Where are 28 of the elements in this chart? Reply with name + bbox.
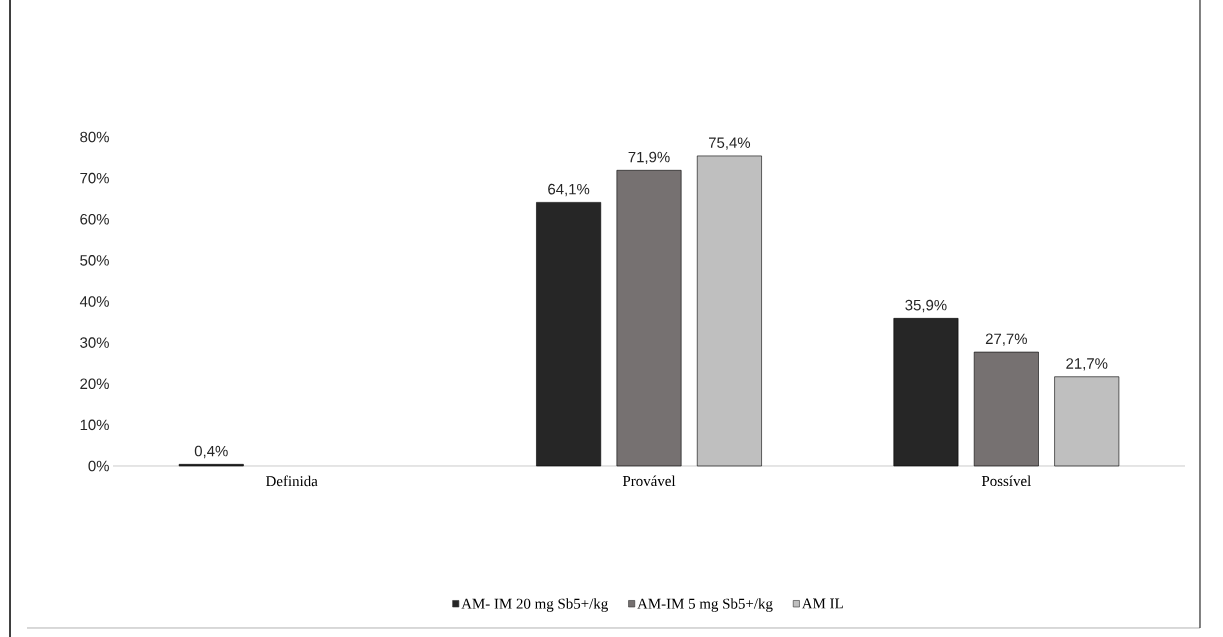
bar xyxy=(1054,376,1120,467)
data-label: 21,7% xyxy=(1066,358,1108,371)
data-label: 75,4% xyxy=(708,137,751,150)
y-tick-label: 30% xyxy=(80,337,109,348)
data-label: 64,1% xyxy=(548,183,590,197)
legend-label: AM- IM 20 mg Sb5+/kg xyxy=(461,598,608,612)
y-tick-label: 20% xyxy=(80,378,109,390)
x-tick-label: Possível xyxy=(981,475,1031,487)
bar xyxy=(973,351,1039,467)
y-tick-label: 0% xyxy=(88,460,109,472)
data-label: 0,4% xyxy=(194,445,228,459)
data-label: 71,9% xyxy=(628,151,670,165)
bar xyxy=(893,318,959,467)
y-tick-label: 50% xyxy=(80,255,109,266)
data-label: 27,7% xyxy=(985,333,1027,346)
legend-label: AM IL xyxy=(801,598,843,609)
y-tick-label: 40% xyxy=(79,296,109,307)
y-tick-label: 60% xyxy=(80,213,109,225)
bar xyxy=(536,202,602,467)
data-label: 35,9% xyxy=(905,299,947,313)
y-tick-label: 80% xyxy=(80,131,109,143)
legend-label: AM-IM 5 mg Sb5+/kg xyxy=(637,598,773,612)
y-tick-label: 10% xyxy=(80,419,109,431)
y-tick-label: 70% xyxy=(80,172,109,184)
x-tick-label: Definida xyxy=(265,475,318,487)
x-tick-label: Provável xyxy=(622,475,676,487)
bar xyxy=(696,155,762,467)
bar xyxy=(616,170,682,467)
